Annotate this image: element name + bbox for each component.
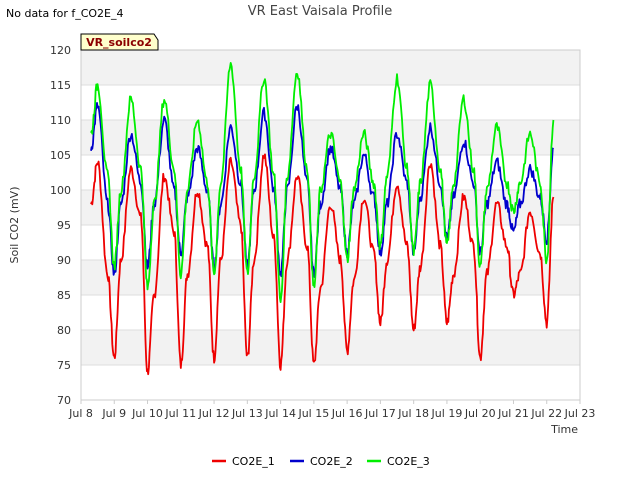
y-tick-label: 115 — [50, 79, 71, 92]
y-tick-label: 80 — [57, 324, 71, 337]
x-tick-label: Jul 23 — [564, 407, 596, 420]
y-tick-label: 90 — [57, 254, 71, 267]
x-tick-label: Jul 10 — [131, 407, 163, 420]
y-tick-label: 70 — [57, 394, 71, 407]
y-tick-label: 105 — [50, 149, 71, 162]
legend: CO2E_1 CO2E_2 CO2E_3 — [212, 455, 430, 468]
y-axis-label: Soil CO2 (mV) — [8, 187, 21, 264]
x-tick-label: Jul 11 — [164, 407, 196, 420]
x-tick-label: Jul 17 — [364, 407, 396, 420]
x-tick-label: Jul 20 — [464, 407, 496, 420]
series-tag: VR_soilco2 — [80, 33, 159, 51]
series-tag-box — [80, 33, 159, 51]
y-tick-label: 95 — [57, 219, 71, 232]
x-tick-label: Jul 19 — [431, 407, 463, 420]
chart-title: VR East Vaisala Profile — [248, 4, 393, 19]
y-tick-label: 75 — [57, 359, 71, 372]
series-line-co2e_3 — [90, 62, 555, 303]
legend-label-co2e_3: CO2E_3 — [387, 455, 430, 468]
series-lines — [90, 62, 555, 376]
y-tick-labels: 70 75 80 85 90 95 100 105 110 115 120 — [50, 44, 71, 407]
y-tick-label: 120 — [50, 44, 71, 57]
no-data-note: No data for f_CO2E_4 — [6, 7, 124, 20]
x-tick-label: Jul 8 — [68, 407, 93, 420]
plot-band — [81, 260, 580, 295]
series-tag-label: VR_soilco2 — [86, 36, 152, 49]
x-tick-label: Jul 14 — [264, 407, 296, 420]
series-line-co2e_1 — [90, 153, 555, 376]
x-tick-label: Jul 21 — [497, 407, 529, 420]
x-tick-label: Jul 12 — [198, 407, 230, 420]
x-tick-label: Jul 22 — [530, 407, 562, 420]
x-tick-label: Jul 16 — [331, 407, 363, 420]
x-axis-label: Time — [550, 423, 578, 436]
y-tick-label: 85 — [57, 289, 71, 302]
x-tick-label: Jul 18 — [397, 407, 429, 420]
y-tick-label: 100 — [50, 184, 71, 197]
x-tick-label: Jul 15 — [297, 407, 329, 420]
y-tick-label: 110 — [50, 114, 71, 127]
legend-label-co2e_2: CO2E_2 — [310, 455, 353, 468]
x-tick-label: Jul 13 — [231, 407, 263, 420]
x-tick-labels: Jul 8 Jul 9 Jul 10 Jul 11 Jul 12 Jul 13 Jul 14… — [68, 407, 595, 420]
plot-band — [81, 330, 580, 365]
plot-band — [81, 50, 580, 85]
plot-frame — [80, 49, 581, 401]
legend-label-co2e_1: CO2E_1 — [232, 455, 275, 468]
x-tick-label: Jul 9 — [101, 407, 126, 420]
